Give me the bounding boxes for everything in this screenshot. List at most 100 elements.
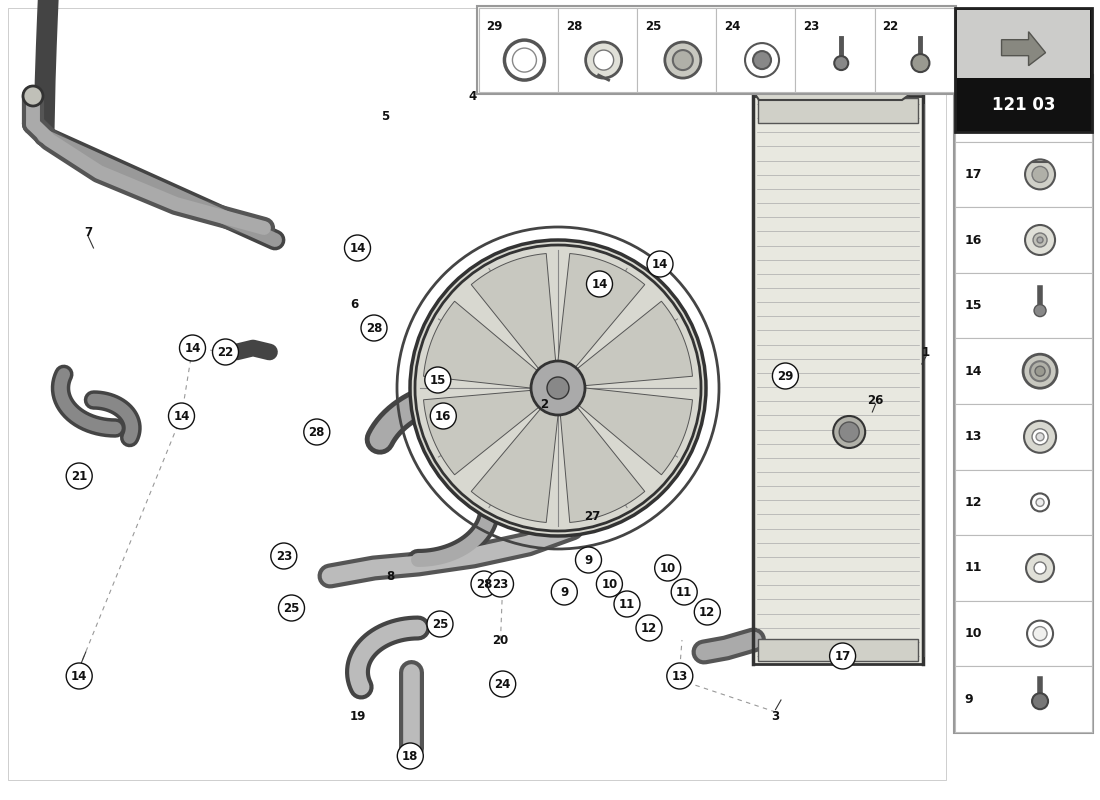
Text: 2: 2	[540, 398, 549, 410]
Text: 14: 14	[652, 258, 668, 270]
Text: 6: 6	[350, 298, 359, 310]
Text: 14: 14	[174, 410, 189, 422]
Text: 14: 14	[350, 242, 365, 254]
Circle shape	[427, 611, 453, 637]
FancyBboxPatch shape	[8, 8, 946, 780]
Bar	[955, 470, 1092, 535]
Text: 11: 11	[619, 598, 635, 610]
Circle shape	[1023, 354, 1057, 388]
Circle shape	[654, 555, 681, 581]
Circle shape	[1026, 554, 1054, 582]
Text: 12: 12	[641, 622, 657, 634]
Circle shape	[1025, 159, 1055, 190]
Circle shape	[664, 42, 701, 78]
Circle shape	[839, 422, 859, 442]
Circle shape	[1034, 562, 1046, 574]
Circle shape	[647, 251, 673, 277]
Text: 14: 14	[965, 365, 982, 378]
Text: 13: 13	[672, 670, 688, 682]
Circle shape	[667, 663, 693, 689]
Text: 25: 25	[432, 618, 448, 630]
Circle shape	[1033, 233, 1047, 247]
Text: 18: 18	[403, 750, 418, 762]
Text: 19: 19	[350, 710, 365, 722]
Bar	[955, 142, 1092, 207]
Circle shape	[1030, 98, 1050, 118]
Circle shape	[1036, 433, 1044, 441]
Bar	[955, 76, 1092, 142]
Circle shape	[1036, 498, 1044, 506]
Bar	[955, 8, 1092, 132]
Bar	[955, 535, 1092, 601]
Text: 12: 12	[700, 606, 715, 618]
Circle shape	[912, 54, 930, 72]
Circle shape	[23, 86, 43, 106]
Text: 10: 10	[965, 627, 982, 640]
Circle shape	[1024, 421, 1056, 453]
Text: 9: 9	[560, 586, 569, 598]
Text: 15: 15	[965, 299, 982, 312]
Text: 25: 25	[284, 602, 299, 614]
Circle shape	[271, 543, 297, 569]
Text: 26: 26	[868, 394, 883, 406]
Text: 1: 1	[922, 346, 931, 358]
Text: 14: 14	[72, 670, 87, 682]
Text: 3: 3	[771, 710, 780, 722]
Text: 16: 16	[436, 410, 451, 422]
Circle shape	[397, 743, 424, 769]
Circle shape	[505, 40, 544, 80]
Circle shape	[179, 335, 206, 361]
Text: 18: 18	[965, 102, 982, 115]
Text: 9: 9	[584, 554, 593, 566]
Text: 11: 11	[676, 586, 692, 598]
Circle shape	[772, 363, 799, 389]
Circle shape	[1024, 93, 1056, 125]
Circle shape	[66, 663, 92, 689]
Circle shape	[585, 42, 622, 78]
Text: 14: 14	[592, 278, 607, 290]
Bar	[955, 666, 1092, 732]
Circle shape	[1026, 351, 1053, 377]
Circle shape	[694, 599, 720, 625]
Circle shape	[1034, 305, 1046, 317]
Text: 29: 29	[778, 370, 793, 382]
Bar	[716, 8, 795, 92]
Text: 13: 13	[1032, 358, 1047, 370]
Circle shape	[1032, 166, 1048, 182]
Text: 7: 7	[84, 226, 92, 238]
Circle shape	[513, 48, 537, 72]
Circle shape	[1035, 366, 1045, 376]
Text: 28: 28	[565, 20, 582, 33]
Text: 11: 11	[965, 562, 982, 574]
Circle shape	[487, 571, 514, 597]
Text: 9: 9	[965, 693, 974, 706]
Text: 8: 8	[386, 570, 395, 582]
Circle shape	[425, 367, 451, 393]
Polygon shape	[471, 254, 556, 369]
Circle shape	[551, 579, 578, 605]
Text: 17: 17	[835, 650, 850, 662]
Bar	[478, 8, 558, 92]
Polygon shape	[579, 388, 693, 474]
Text: 24: 24	[495, 678, 510, 690]
Text: 24: 24	[724, 20, 740, 33]
Text: 28: 28	[309, 426, 324, 438]
Text: 4: 4	[469, 90, 477, 102]
Polygon shape	[1001, 32, 1045, 66]
Text: 28: 28	[476, 578, 492, 590]
Circle shape	[829, 643, 856, 669]
Circle shape	[212, 339, 239, 365]
Text: 23: 23	[493, 578, 508, 590]
Circle shape	[304, 419, 330, 445]
Text: 14: 14	[185, 342, 200, 354]
Text: 17: 17	[965, 168, 982, 181]
Polygon shape	[560, 407, 645, 522]
Circle shape	[671, 579, 697, 605]
Text: 13: 13	[965, 430, 982, 443]
Bar	[954, 75, 1093, 733]
Circle shape	[575, 547, 602, 573]
Circle shape	[1030, 362, 1050, 381]
Bar	[955, 273, 1092, 338]
Bar	[957, 10, 1090, 78]
Circle shape	[471, 571, 497, 597]
